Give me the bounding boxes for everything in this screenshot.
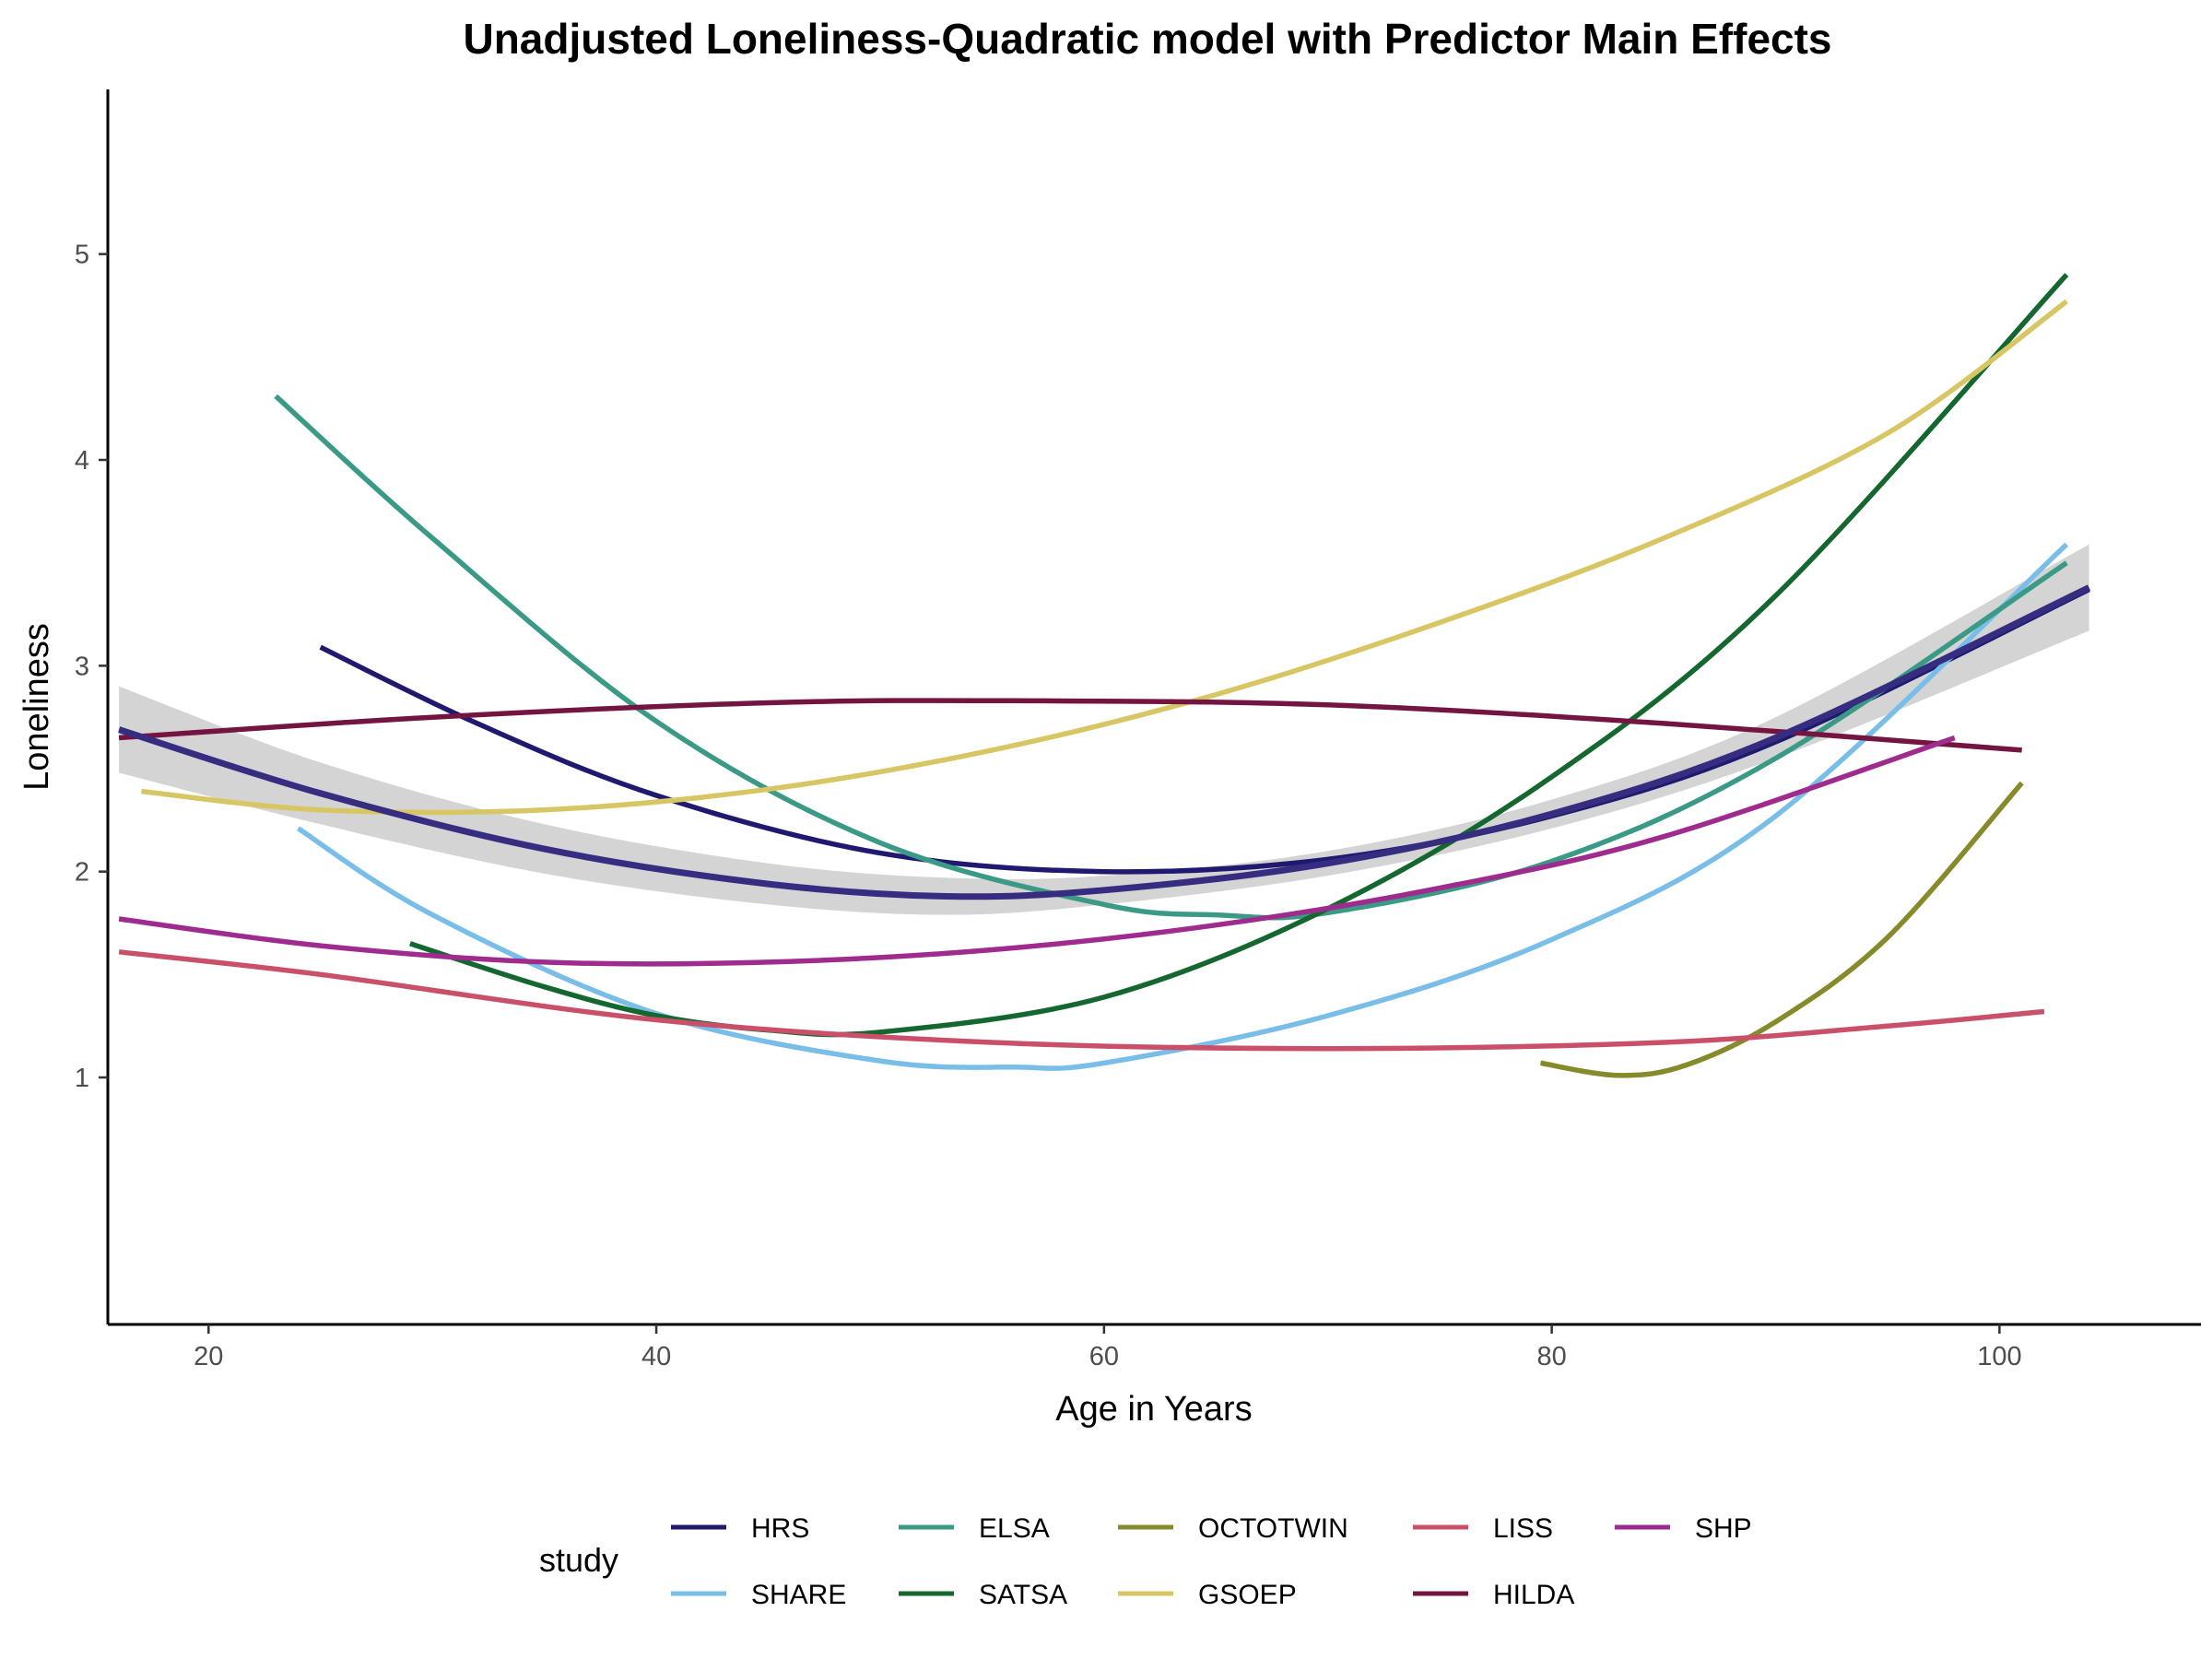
series-line-shp (118, 735, 1956, 967)
legend-label-elsa: ELSA (979, 1513, 1050, 1544)
series-line-gsoep (141, 299, 2068, 816)
series-line-share (297, 542, 2069, 1071)
legend: study HRS SHARE ELSA SATSA OCTOTWIN GSOEP LISS… (539, 1513, 1752, 1610)
y-axis-title: Loneliness (18, 623, 56, 791)
y-tick-label: 5 (75, 241, 89, 270)
y-tick-label: 3 (75, 652, 89, 681)
legend-label-hrs: HRS (751, 1513, 809, 1544)
y-ticks: 1 2 3 4 5 (75, 241, 108, 1093)
plot-area (118, 273, 2091, 1078)
series-line-hrs (319, 587, 2090, 875)
series-line-satsa (409, 273, 2069, 1038)
legend-label-octotwin: OCTOTWIN (1198, 1513, 1348, 1544)
x-tick-label: 60 (1089, 1342, 1119, 1371)
series-line-hilda (118, 698, 2022, 753)
x-tick-label: 20 (194, 1342, 223, 1371)
legend-title: study (539, 1541, 618, 1579)
x-tick-label: 40 (641, 1342, 671, 1371)
y-tick-label: 1 (75, 1064, 89, 1093)
legend-label-share: SHARE (751, 1580, 846, 1610)
y-tick-label: 2 (75, 858, 89, 888)
chart-title: Unadjusted Loneliness-Quadratic model wi… (463, 15, 1831, 63)
legend-label-shp: SHP (1695, 1513, 1752, 1544)
series-line-elsa (274, 394, 2068, 921)
overall-fit-line (118, 584, 2091, 900)
x-tick-label: 80 (1536, 1342, 1566, 1371)
series-line-liss (118, 949, 2045, 1052)
series-line-octotwin (1540, 781, 2024, 1078)
legend-label-liss: LISS (1493, 1513, 1553, 1544)
y-tick-label: 4 (75, 446, 89, 476)
x-ticks: 20 40 60 80 100 (194, 1324, 2022, 1371)
legend-label-satsa: SATSA (979, 1580, 1067, 1610)
x-tick-label: 100 (1977, 1342, 2021, 1371)
legend-label-gsoep: GSOEP (1198, 1580, 1297, 1610)
x-axis-title: Age in Years (1055, 1390, 1252, 1429)
legend-label-hilda: HILDA (1493, 1580, 1574, 1610)
